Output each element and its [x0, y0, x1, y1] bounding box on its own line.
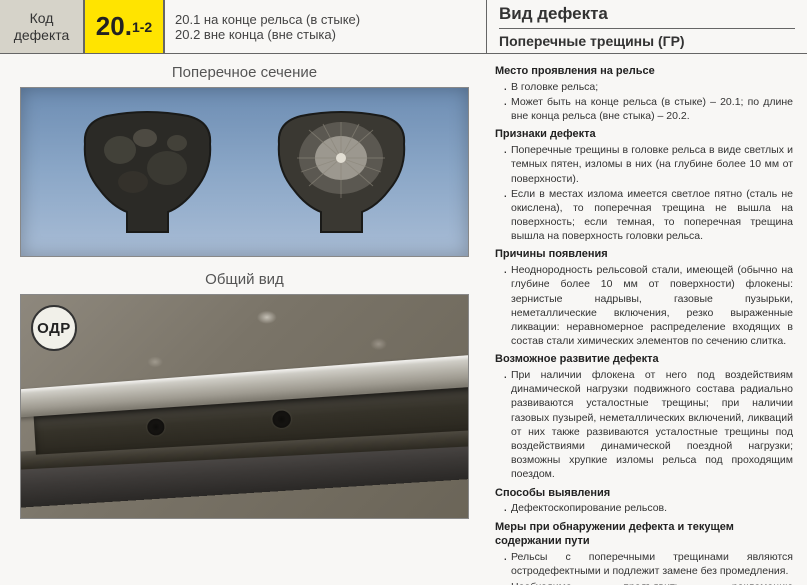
- bullet-list: При наличии флокена от него под воздейст…: [495, 368, 793, 481]
- code-sub: 1-2: [132, 19, 152, 35]
- bullet-list: Рельсы с поперечными трещинами являются …: [495, 550, 793, 585]
- bullet-item: Необходимо предъявить рекламацию металлу…: [503, 580, 793, 585]
- defect-type-name: Поперечные трещины (ГР): [499, 33, 795, 49]
- section-heading: Признаки дефекта: [495, 127, 793, 142]
- cross-section-figure: [20, 87, 469, 257]
- code-label: Код дефекта: [0, 10, 83, 44]
- header-row: Код дефекта 20.1-2 20.1 на конце рельса …: [0, 0, 807, 54]
- odr-badge: ОДР: [31, 305, 77, 351]
- bullet-list: Неоднородность рельсовой стали, имеющей …: [495, 263, 793, 348]
- code-value-cell: 20.1-2: [85, 0, 165, 53]
- bullet-item: Неоднородность рельсовой стали, имеющей …: [503, 263, 793, 348]
- left-column: Поперечное сечение: [0, 54, 487, 585]
- desc-line-2: 20.2 вне конца (вне стыка): [175, 27, 476, 42]
- code-label-cell: Код дефекта: [0, 0, 85, 53]
- bullet-item: В головке рельса;: [503, 80, 793, 94]
- bullet-list: В головке рельса;Может быть на конце рел…: [495, 80, 793, 124]
- section-heading: Меры при обнаружении дефекта и текущем с…: [495, 520, 793, 550]
- rail-head-sample-a: [75, 110, 220, 235]
- defect-card: Код дефекта 20.1-2 20.1 на конце рельса …: [0, 0, 807, 585]
- bullet-item: Рельсы с поперечными трещинами являются …: [503, 550, 793, 578]
- right-column: Место проявления на рельсеВ головке рель…: [487, 54, 807, 585]
- defect-type-title: Вид дефекта: [499, 4, 795, 24]
- section-heading: Место проявления на рельсе: [495, 64, 793, 79]
- defect-type-cell: Вид дефекта Поперечные трещины (ГР): [487, 0, 807, 53]
- bullet-item: Если в местах излома имеется светлое пят…: [503, 187, 793, 244]
- bullet-item: Дефектоскопирование рельсов.: [503, 501, 793, 515]
- cross-section-heading: Поперечное сечение: [20, 64, 469, 81]
- bullet-list: Дефектоскопирование рельсов.: [495, 501, 793, 515]
- code-main: 20.: [96, 11, 132, 42]
- desc-line-1: 20.1 на конце рельса (в стыке): [175, 12, 476, 27]
- code-description: 20.1 на конце рельса (в стыке) 20.2 вне …: [165, 0, 487, 53]
- general-view-figure: ОДР: [20, 294, 469, 519]
- bullet-list: Поперечные трещины в головке рельса в ви…: [495, 143, 793, 243]
- divider: [499, 28, 795, 29]
- bullet-item: Поперечные трещины в головке рельса в ви…: [503, 143, 793, 186]
- section-heading: Возможное развитие дефекта: [495, 352, 793, 367]
- section-heading: Способы выявления: [495, 486, 793, 501]
- rail-head-sample-b: [269, 110, 414, 235]
- section-heading: Причины появления: [495, 247, 793, 262]
- general-view-heading: Общий вид: [20, 271, 469, 288]
- body-row: Поперечное сечение: [0, 54, 807, 585]
- bullet-item: При наличии флокена от него под воздейст…: [503, 368, 793, 481]
- bullet-item: Может быть на конце рельса (в стыке) – 2…: [503, 95, 793, 123]
